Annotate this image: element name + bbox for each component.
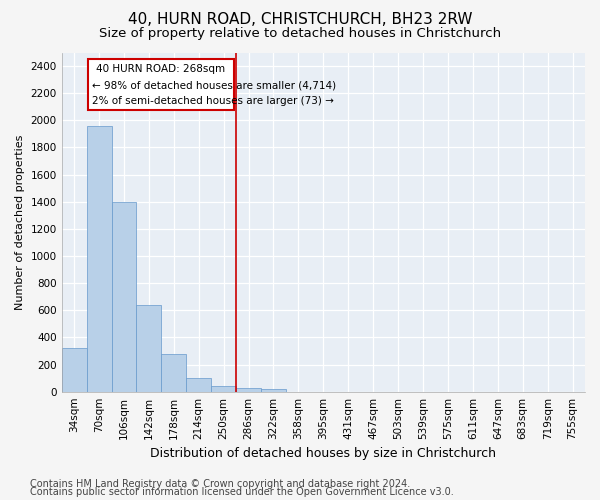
Bar [186, 378, 211, 392]
Bar [211, 386, 236, 392]
Bar [88, 60, 233, 110]
Bar [161, 354, 186, 392]
Text: Size of property relative to detached houses in Christchurch: Size of property relative to detached ho… [99, 28, 501, 40]
Bar [236, 388, 261, 392]
Text: ← 98% of detached houses are smaller (4,714): ← 98% of detached houses are smaller (4,… [92, 80, 335, 90]
Y-axis label: Number of detached properties: Number of detached properties [15, 134, 25, 310]
Text: Contains public sector information licensed under the Open Government Licence v3: Contains public sector information licen… [30, 487, 454, 497]
X-axis label: Distribution of detached houses by size in Christchurch: Distribution of detached houses by size … [151, 447, 496, 460]
Bar [136, 305, 161, 392]
Bar [86, 126, 112, 392]
Text: Contains HM Land Registry data © Crown copyright and database right 2024.: Contains HM Land Registry data © Crown c… [30, 479, 410, 489]
Bar [112, 202, 136, 392]
Text: 40, HURN ROAD, CHRISTCHURCH, BH23 2RW: 40, HURN ROAD, CHRISTCHURCH, BH23 2RW [128, 12, 472, 28]
Bar [261, 389, 286, 392]
Text: 2% of semi-detached houses are larger (73) →: 2% of semi-detached houses are larger (7… [92, 96, 334, 106]
Bar [62, 348, 86, 392]
Text: 40 HURN ROAD: 268sqm: 40 HURN ROAD: 268sqm [96, 64, 225, 74]
